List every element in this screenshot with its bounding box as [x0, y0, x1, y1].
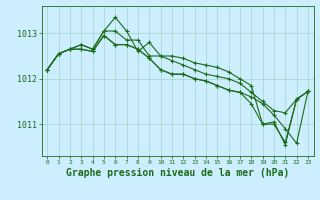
X-axis label: Graphe pression niveau de la mer (hPa): Graphe pression niveau de la mer (hPa) [66, 168, 289, 178]
